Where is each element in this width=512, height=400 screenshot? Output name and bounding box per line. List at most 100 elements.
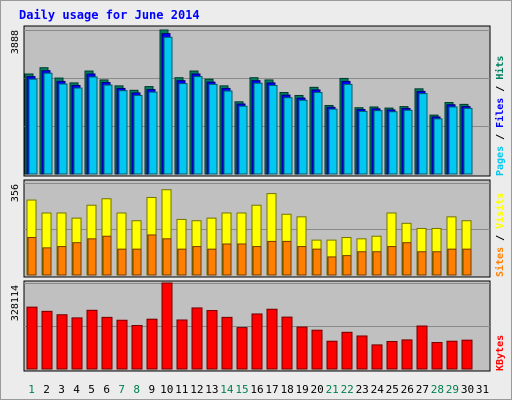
bar-kbytes-day-4 [71,317,83,370]
bar-sites-day-26 [402,242,412,276]
x-tick-label-24: 24 [371,383,385,396]
bar-kbytes-day-7 [116,319,128,370]
bar-kbytes-day-19 [296,326,308,370]
legend-entry: Pages [495,146,506,176]
x-tick-label-29: 29 [446,383,459,396]
bar-kbytes-day-21 [326,340,338,370]
bar-kbytes-day-9 [146,318,158,370]
bar-kbytes-day-6 [101,316,113,370]
bar-pages-day-20 [313,92,323,175]
bar-kbytes-day-18 [281,316,293,370]
bar-sites-day-7 [117,248,127,276]
bar-pages-day-28 [433,118,443,175]
bar-kbytes-day-23 [356,335,368,370]
bar-pages-day-1 [28,78,38,175]
series-legend: Sites / Visits [494,193,506,277]
bar-kbytes-day-26 [401,339,413,370]
bar-pages-day-6 [103,84,113,175]
bar-sites-day-15 [237,243,247,276]
bar-pages-day-16 [253,82,263,175]
x-axis: 1 2 3 4 5 6 7 8 9 10 11 12 13 14 15 16 17 18 19 20 21 22 23 24 2… [28,383,489,396]
bar-sites-day-23 [357,251,367,276]
legend-entry: Sites [494,247,506,277]
x-tick-label-19: 19 [295,383,308,396]
bar-kbytes-day-1 [26,306,38,370]
x-tick-label-16: 16 [250,383,263,396]
x-tick-label-7: 7 [118,383,125,396]
bar-kbytes-day-2 [41,310,53,370]
bar-kbytes-day-27 [416,325,428,370]
bar-sites-day-28 [432,251,442,276]
bar-sites-day-20 [312,248,322,276]
bar-pages-day-27 [418,93,428,175]
x-tick-label-25: 25 [386,383,399,396]
bar-pages-day-18 [283,97,293,175]
bar-sites-day-24 [372,251,382,276]
bar-kbytes-day-5 [86,309,98,370]
bar-sites-day-19 [297,246,307,276]
bar-sites-day-22 [342,255,352,276]
x-tick-label-11: 11 [175,383,188,396]
max-value-label: 3888 [10,30,21,54]
x-tick-label-21: 21 [326,383,339,396]
bar-kbytes-day-16 [251,313,263,370]
bar-kbytes-day-30 [461,339,473,370]
x-tick-label-17: 17 [265,383,278,396]
bar-sites-day-1 [27,237,37,276]
bar-sites-day-27 [417,251,427,276]
x-tick-label-4: 4 [73,383,80,396]
x-tick-label-28: 28 [431,383,444,396]
bar-pages-day-8 [133,94,143,175]
x-tick-label-9: 9 [148,383,155,396]
bar-sites-day-6 [102,235,112,276]
panel-hits-files-pages: 3888 Pages / Files / Hits [10,25,506,177]
bar-pages-day-21 [328,108,338,175]
bar-kbytes-day-10 [161,282,173,370]
bar-kbytes-day-11 [176,319,188,370]
bar-pages-day-14 [223,90,233,175]
bar-kbytes-day-13 [206,310,218,370]
x-tick-label-14: 14 [220,383,234,396]
x-tick-label-1: 1 [28,383,35,396]
bar-kbytes-day-14 [221,316,233,370]
bar-pages-day-12 [193,76,203,175]
bar-sites-day-8 [132,248,142,276]
legend-entry: / [495,80,506,98]
x-tick-label-10: 10 [160,383,173,396]
x-tick-label-6: 6 [103,383,110,396]
bar-sites-day-30 [462,248,472,276]
bar-sites-day-4 [72,242,82,276]
bar-pages-day-26 [403,109,413,175]
chart-title: Daily usage for June 2014 [19,8,200,22]
bar-kbytes-day-24 [371,344,383,370]
x-tick-label-22: 22 [341,383,354,396]
bar-sites-day-18 [282,240,292,276]
bar-kbytes-day-20 [311,329,323,370]
bar-pages-day-19 [298,99,308,175]
x-tick-label-27: 27 [416,383,429,396]
bar-pages-day-5 [88,76,98,175]
legend-entry: Visits [494,193,506,229]
bar-pages-day-4 [73,87,83,175]
bar-sites-day-11 [177,248,187,276]
x-tick-label-5: 5 [88,383,95,396]
bar-kbytes-day-12 [191,307,203,370]
x-tick-label-26: 26 [401,383,414,396]
bar-kbytes-day-22 [341,331,353,370]
bar-kbytes-day-28 [431,342,443,370]
bar-kbytes-day-17 [266,308,278,370]
legend-entry: KBytes [495,335,506,371]
bar-sites-day-9 [147,234,157,276]
bar-pages-day-22 [343,83,353,175]
chart-panels: 3888 Pages / Files / Hits 356 Sites / Visit… [10,25,506,372]
bar-kbytes-day-8 [131,324,143,370]
series-legend: KBytes [495,335,506,371]
bar-pages-day-25 [388,111,398,175]
x-tick-label-12: 12 [190,383,203,396]
bar-kbytes-day-29 [446,340,458,370]
x-tick-label-15: 15 [235,383,248,396]
bar-pages-day-24 [373,110,383,175]
bar-sites-day-17 [267,240,277,276]
max-value-label: 328114 [10,285,21,321]
